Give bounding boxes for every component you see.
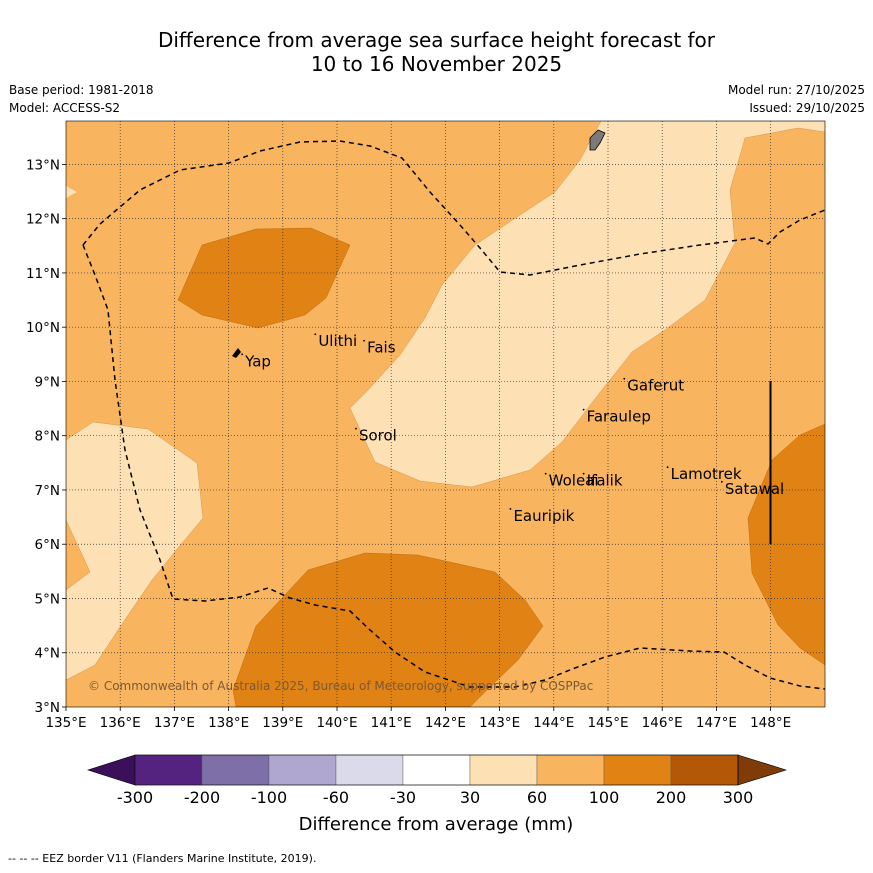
base-period: Base period: 1981-2018 bbox=[9, 83, 154, 97]
model-name: Model: ACCESS-S2 bbox=[9, 101, 121, 115]
colorbar: -300 -200 -100 -60 -30 30 60 100 200 300 bbox=[87, 754, 788, 807]
colorbar-tick-label: -60 bbox=[323, 788, 349, 807]
y-tick-label: 10°N bbox=[26, 320, 60, 336]
place-label-satawal: Satawal bbox=[725, 480, 784, 498]
colorbar-tick-label: 100 bbox=[589, 788, 620, 807]
place-label-lamotrek: Lamotrek bbox=[671, 465, 742, 483]
y-tick-label: 8°N bbox=[35, 429, 60, 445]
guam-island bbox=[589, 129, 606, 151]
eez-border bbox=[82, 244, 825, 690]
eez-border-north bbox=[82, 140, 825, 276]
title-line-1: Difference from average sea surface heig… bbox=[157, 28, 716, 52]
place-markers bbox=[241, 333, 723, 510]
x-tick-label: 144°E bbox=[533, 715, 574, 731]
x-tick-label: 141°E bbox=[371, 715, 412, 731]
colorbar-tick-label: 60 bbox=[527, 788, 547, 807]
x-tick-label: 145°E bbox=[587, 715, 628, 731]
colorbar-segment bbox=[603, 754, 672, 786]
meta-right: Model run: 27/10/2025 Issued: 29/10/2025 bbox=[728, 81, 865, 117]
y-tick-label: 4°N bbox=[35, 646, 60, 662]
x-tick-label: 142°E bbox=[425, 715, 466, 731]
x-tick-label: 138°E bbox=[208, 715, 249, 731]
x-tick-label: 137°E bbox=[154, 715, 195, 731]
x-tick-label: 136°E bbox=[100, 715, 141, 731]
x-tick-label: 146°E bbox=[642, 715, 683, 731]
x-tick-label: 147°E bbox=[696, 715, 737, 731]
y-tick-label: 11°N bbox=[26, 266, 60, 282]
model-run: Model run: 27/10/2025 bbox=[727, 83, 865, 97]
place-marker-gaferut bbox=[623, 377, 626, 380]
anomaly-map: © Commonwealth of Australia 2025, Bureau… bbox=[66, 121, 825, 707]
grid-lines bbox=[66, 121, 825, 707]
place-label-ifalik: Ifalik bbox=[587, 472, 623, 490]
place-marker-faraulep bbox=[582, 408, 585, 411]
place-label-ulithi: Ulithi bbox=[318, 332, 357, 350]
x-tick-label: 139°E bbox=[262, 715, 303, 731]
place-marker-woleai bbox=[544, 472, 547, 475]
place-marker-fais bbox=[363, 339, 365, 342]
yap-island bbox=[232, 348, 241, 358]
colorbar-segment bbox=[469, 754, 538, 786]
anomaly-100-200-region-north bbox=[177, 227, 351, 329]
colorbar-extend-low bbox=[87, 754, 136, 786]
place-label-eauripik: Eauripik bbox=[513, 507, 574, 525]
colorbar-tick-label: 200 bbox=[656, 788, 687, 807]
place-label-sorol: Sorol bbox=[359, 427, 397, 445]
colorbar-frame bbox=[134, 754, 739, 786]
y-tick-label: 12°N bbox=[26, 212, 60, 228]
colorbar-tick-label: 300 bbox=[723, 788, 754, 807]
y-tick-label: 7°N bbox=[35, 483, 60, 499]
y-tick-label: 13°N bbox=[26, 157, 60, 173]
colorbar-segment bbox=[268, 754, 337, 786]
place-marker-satawal bbox=[720, 480, 723, 483]
colorbar-segment bbox=[201, 754, 270, 786]
place-label-faraulep: Faraulep bbox=[587, 408, 651, 426]
x-tick-label: 135°E bbox=[45, 715, 86, 731]
anomaly-100-200-region-south bbox=[232, 552, 544, 707]
place-marker-yap bbox=[241, 353, 244, 356]
colorbar-segment bbox=[670, 754, 739, 786]
place-marker-sorol bbox=[355, 427, 357, 430]
place-label-woleai: Woleai bbox=[549, 472, 599, 490]
colorbar-tick-label: -200 bbox=[184, 788, 220, 807]
place-marker-ulithi bbox=[314, 333, 317, 336]
colorbar-tick-label: -30 bbox=[390, 788, 416, 807]
y-axis-ticks: 3°N 4°N 5°N 6°N 7°N 8°N 9°N 10°N 11°N 12°N 13°N bbox=[26, 157, 66, 716]
colorbar-tick-label: 30 bbox=[460, 788, 480, 807]
place-marker-ifalik bbox=[582, 472, 585, 475]
x-tick-label: 148°E bbox=[750, 715, 791, 731]
colorbar-tick-label: -100 bbox=[251, 788, 287, 807]
place-label-yap: Yap bbox=[244, 352, 271, 370]
eez-legend-note: -- -- -- EEZ border V11 (Flanders Marine… bbox=[8, 852, 317, 865]
place-labels: Yap Ulithi Fais Sorol Gaferut Faraulep WoleaiI… bbox=[244, 332, 784, 525]
place-marker-eauripik bbox=[509, 508, 512, 510]
colorbar-label: Difference from average (mm) bbox=[299, 814, 574, 835]
y-tick-label: 5°N bbox=[35, 591, 60, 607]
colorbar-segment bbox=[335, 754, 404, 786]
y-tick-label: 3°N bbox=[35, 700, 60, 716]
issued-date: Issued: 29/10/2025 bbox=[749, 101, 865, 115]
x-axis-ticks: 135°E 136°E 137°E 138°E 139°E 140°E 141°E 142°E… bbox=[45, 707, 791, 731]
chart-title: Difference from average sea surface heig… bbox=[0, 28, 873, 76]
copyright-text: © Commonwealth of Australia 2025, Bureau… bbox=[88, 679, 593, 693]
x-tick-label: 140°E bbox=[316, 715, 357, 731]
anomaly-30-60-region-northeast bbox=[349, 121, 825, 488]
anomaly-30-60-region-corner bbox=[66, 186, 77, 198]
colorbar-segment bbox=[134, 754, 203, 786]
anomaly-30-60-region-west bbox=[66, 421, 204, 681]
colorbar-segment bbox=[402, 754, 471, 786]
y-tick-label: 6°N bbox=[35, 537, 60, 553]
place-label-gaferut: Gaferut bbox=[627, 377, 684, 395]
x-tick-label: 143°E bbox=[479, 715, 520, 731]
colorbar-tick-label: -300 bbox=[117, 788, 153, 807]
place-marker-lamotrek bbox=[666, 466, 669, 469]
colorbar-segment bbox=[536, 754, 605, 786]
meta-left: Base period: 1981-2018 Model: ACCESS-S2 bbox=[9, 81, 154, 117]
colorbar-extend-high bbox=[737, 754, 788, 786]
y-tick-label: 9°N bbox=[35, 374, 60, 390]
title-line-2: 10 to 16 November 2025 bbox=[310, 52, 563, 76]
place-label-fais: Fais bbox=[367, 339, 396, 357]
